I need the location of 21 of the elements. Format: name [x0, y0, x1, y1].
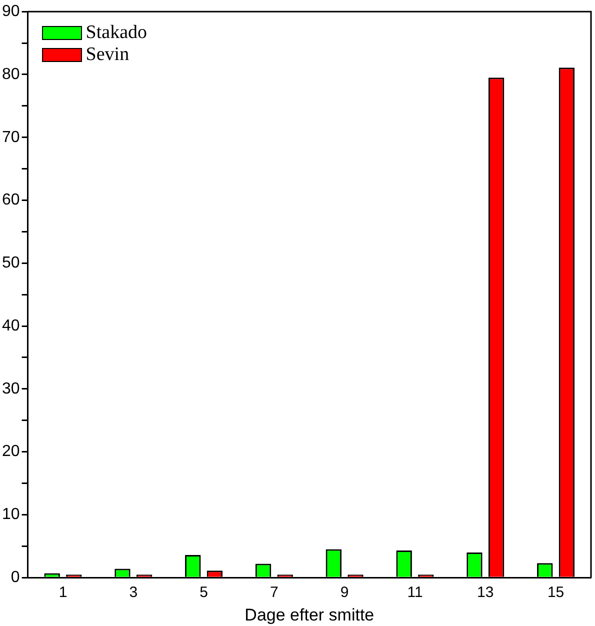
y-tick-label: 50: [2, 254, 20, 272]
legend-label: Sevin: [86, 44, 130, 66]
x-tick-label: 15: [547, 584, 564, 602]
x-tick-label: 1: [58, 584, 68, 602]
y-tick-label: 90: [2, 3, 20, 20]
y-tick-label: 30: [2, 380, 20, 398]
x-tick-label: 13: [477, 584, 494, 602]
x-tick-label: 11: [407, 584, 423, 602]
x-axis-title: Dage efter smitte: [244, 605, 374, 624]
y-tick-label: 40: [2, 317, 20, 334]
y-tick-label: 0: [10, 569, 20, 586]
x-tick-label: 3: [129, 584, 138, 602]
x-tick-label: 5: [200, 584, 208, 602]
y-tick-label: 10: [2, 506, 20, 524]
y-tick-label: 60: [2, 192, 20, 209]
y-tick-label: 20: [2, 443, 20, 460]
x-tick-label: 9: [340, 584, 349, 602]
y-tick-label: 80: [2, 66, 20, 83]
x-tick-label: 7: [270, 584, 278, 602]
legend-label: Stakado: [86, 22, 148, 44]
y-tick-label: 70: [2, 128, 20, 146]
